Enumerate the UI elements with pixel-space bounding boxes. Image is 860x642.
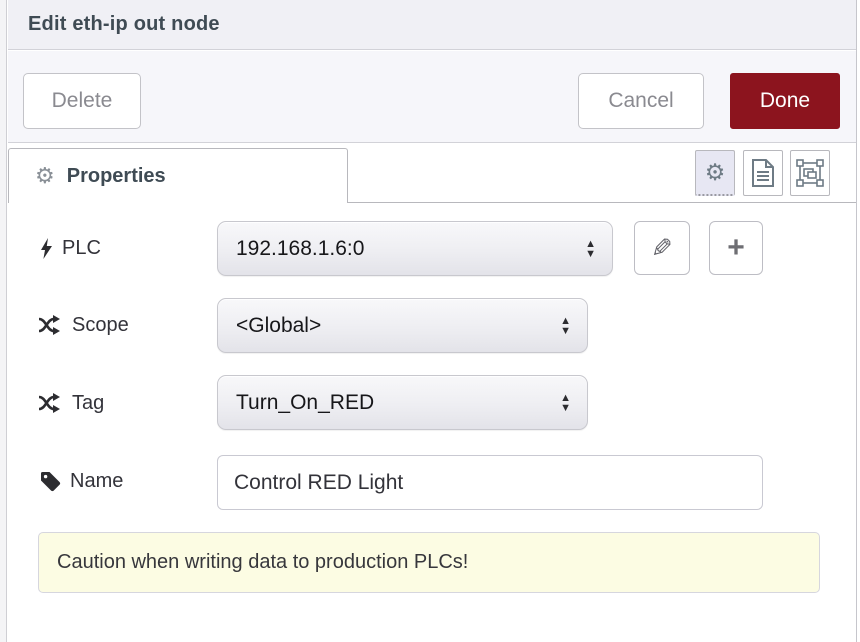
cancel-button[interactable]: Cancel xyxy=(578,73,704,129)
scope-select[interactable]: <Global> ▲ ▼ xyxy=(217,298,588,353)
plc-label: PLC xyxy=(40,233,101,263)
scope-label: Scope xyxy=(38,310,129,340)
dialog-title: Edit eth-ip out node xyxy=(28,13,220,35)
select-arrows-icon: ▲ ▼ xyxy=(560,391,571,414)
done-button[interactable]: Done xyxy=(730,73,840,129)
tab-bar-divider xyxy=(348,202,856,203)
caution-tip: Caution when writing data to production … xyxy=(38,532,820,593)
tab-properties[interactable]: ⚙ Properties xyxy=(8,148,348,203)
name-label: Name xyxy=(40,466,123,496)
properties-view-button[interactable]: ⚙ xyxy=(695,150,735,196)
plc-select[interactable]: 192.168.1.6:0 ▲ ▼ xyxy=(217,221,613,276)
pencil-icon: ✎ xyxy=(651,232,673,263)
appearance-view-button[interactable] xyxy=(790,150,830,196)
caution-tip-text: Caution when writing data to production … xyxy=(57,551,469,573)
document-icon xyxy=(752,159,774,187)
select-arrows-icon: ▲ ▼ xyxy=(585,237,596,260)
dialog-toolbar: Delete Cancel Done xyxy=(8,51,856,143)
bolt-icon xyxy=(41,237,52,259)
delete-button[interactable]: Delete xyxy=(23,73,141,129)
edit-plc-config-button[interactable]: ✎ xyxy=(634,221,690,275)
plus-icon: + xyxy=(727,231,745,264)
tag-select[interactable]: Turn_On_RED ▲ ▼ xyxy=(217,375,588,430)
description-view-button[interactable] xyxy=(743,150,783,196)
scope-select-value: <Global> xyxy=(236,313,322,337)
name-input[interactable] xyxy=(217,455,763,510)
gear-icon: ⚙ xyxy=(704,159,726,185)
tag-select-value: Turn_On_RED xyxy=(236,390,375,414)
shuffle-icon xyxy=(38,315,60,335)
gear-icon: ⚙ xyxy=(35,163,55,188)
editor-edge-strip xyxy=(0,0,7,642)
dialog-right-border xyxy=(856,0,857,642)
add-plc-config-button[interactable]: + xyxy=(709,221,763,275)
shuffle-icon xyxy=(38,393,60,413)
select-arrows-icon: ▲ ▼ xyxy=(560,314,571,337)
tag-label: Tag xyxy=(38,388,104,418)
plc-select-value: 192.168.1.6:0 xyxy=(236,236,365,260)
dialog-header: Edit eth-ip out node xyxy=(8,0,856,50)
tab-properties-label: Properties xyxy=(66,164,166,187)
tab-bar: ⚙ Properties ⚙ xyxy=(8,144,856,204)
tag-label-icon xyxy=(41,471,61,491)
appearance-icon xyxy=(796,159,824,187)
